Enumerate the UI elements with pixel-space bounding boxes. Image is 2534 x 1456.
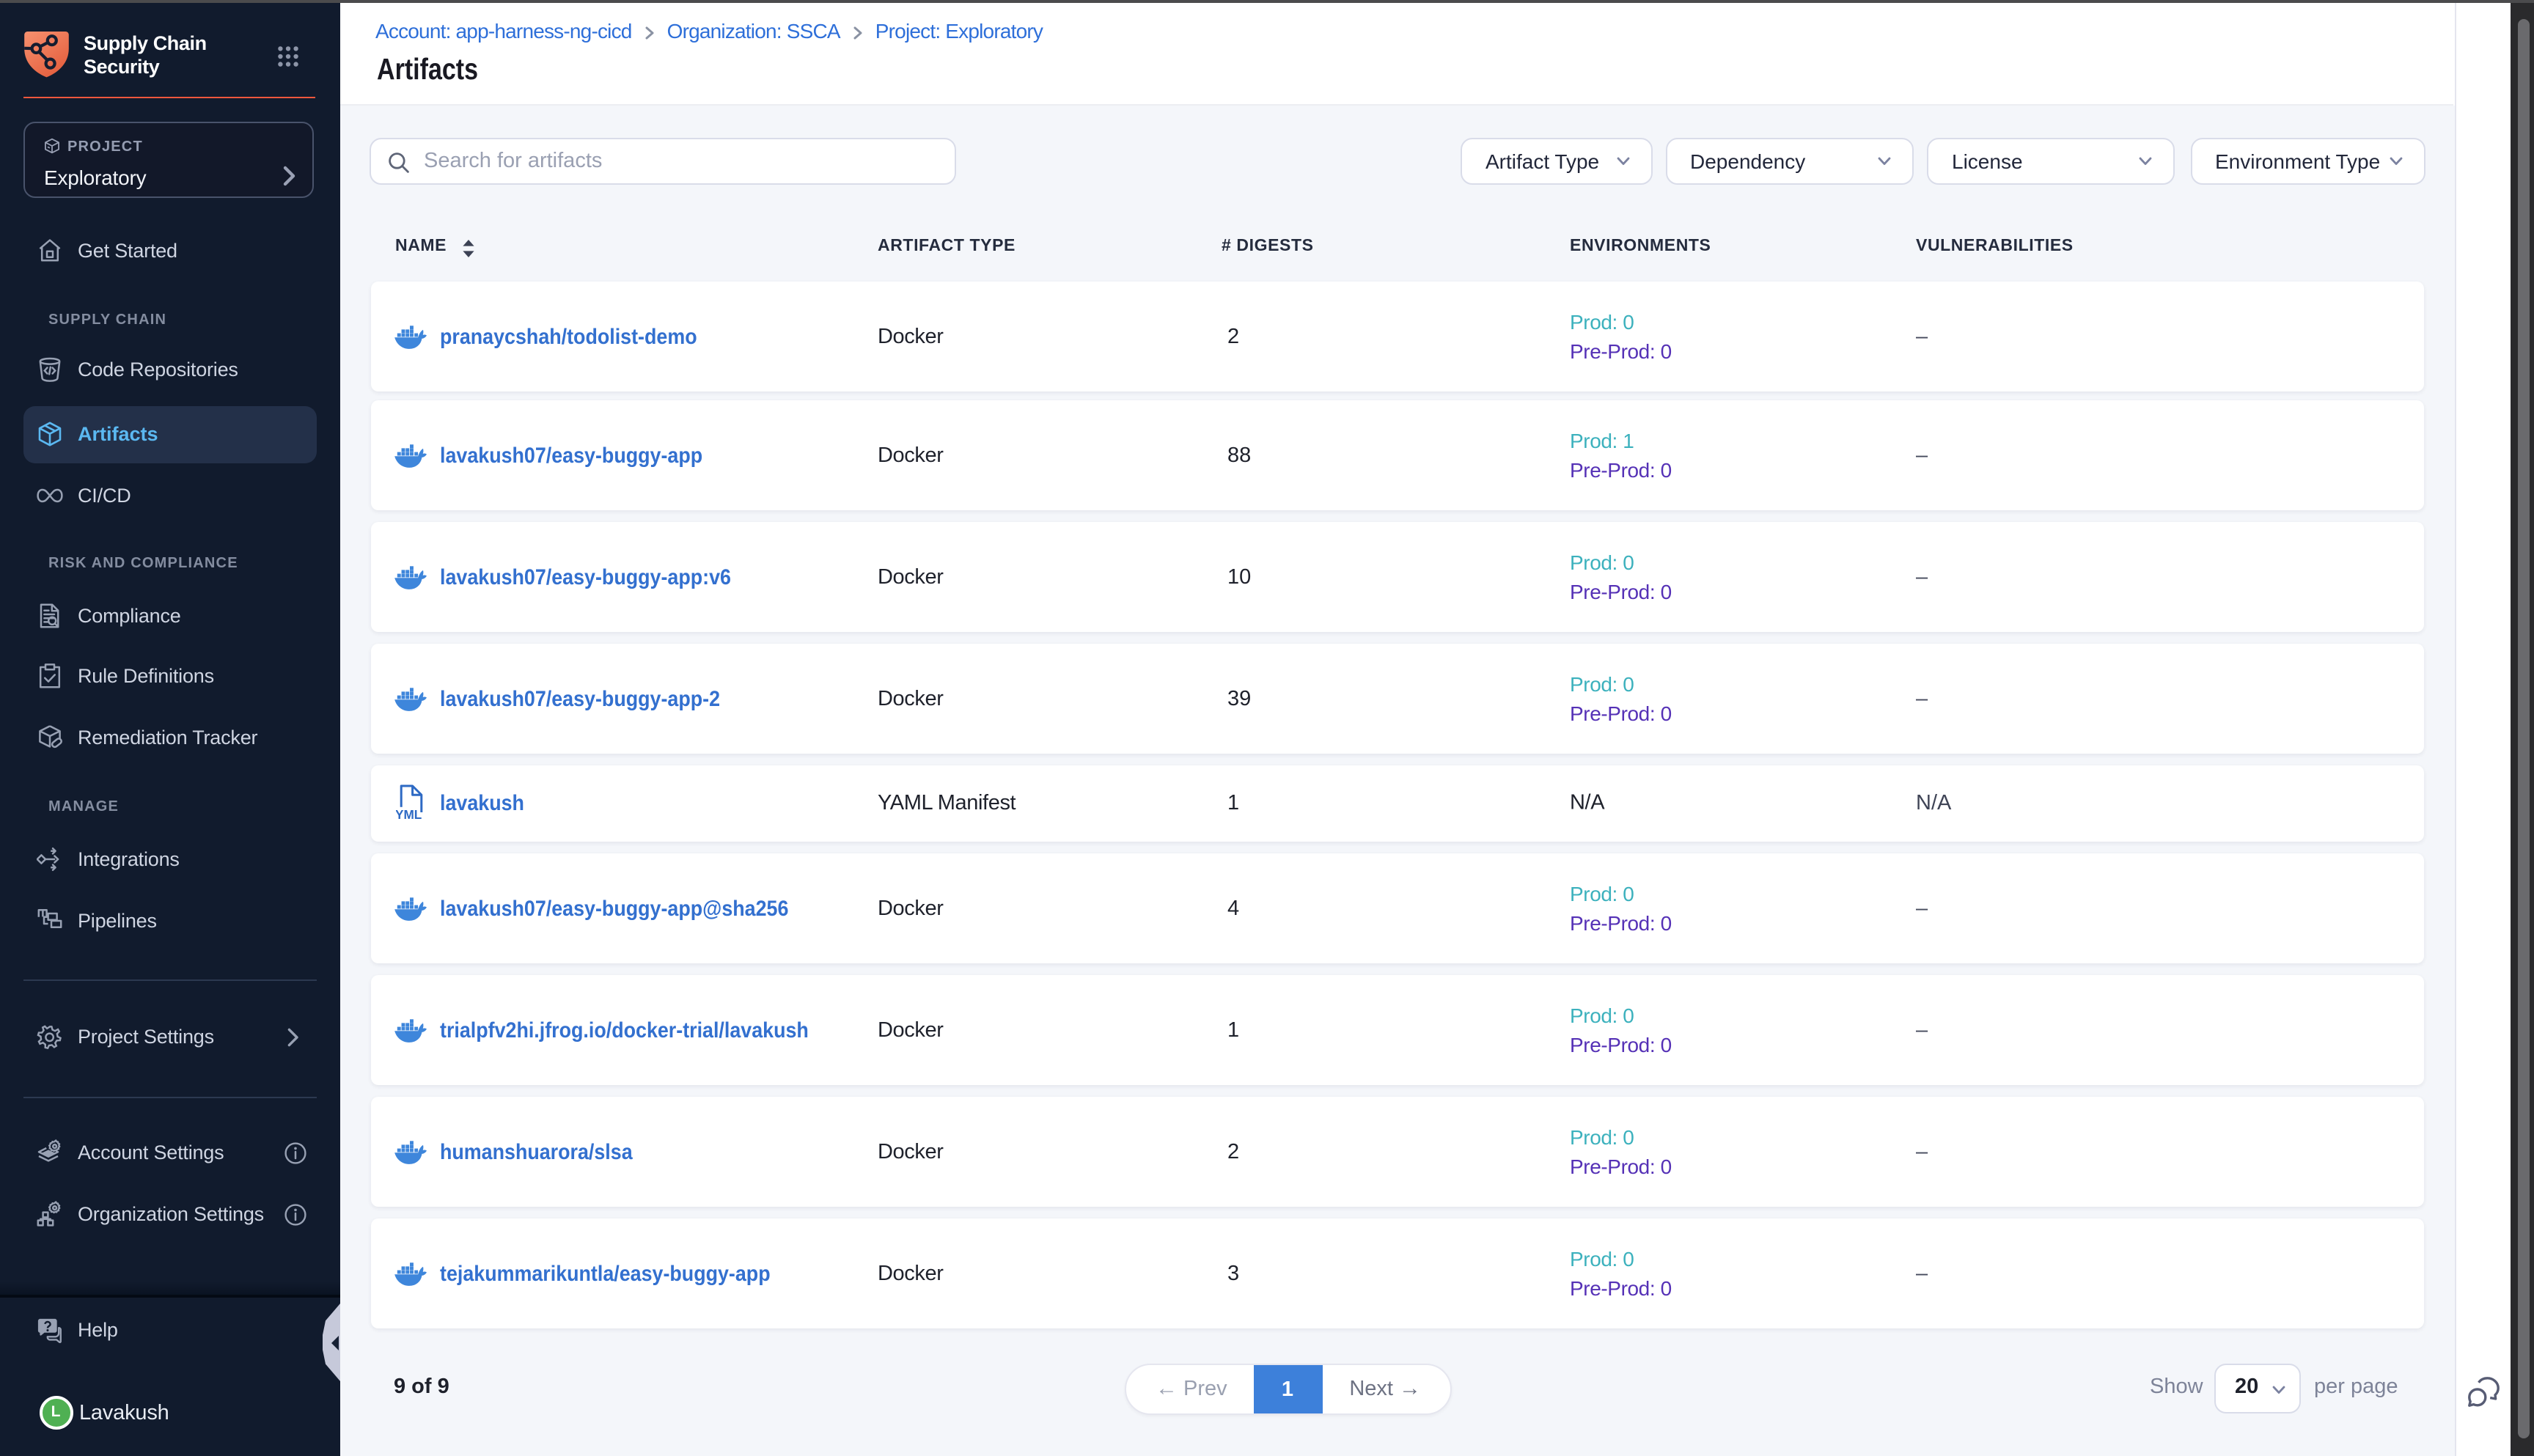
svg-text:YML: YML	[395, 807, 421, 821]
